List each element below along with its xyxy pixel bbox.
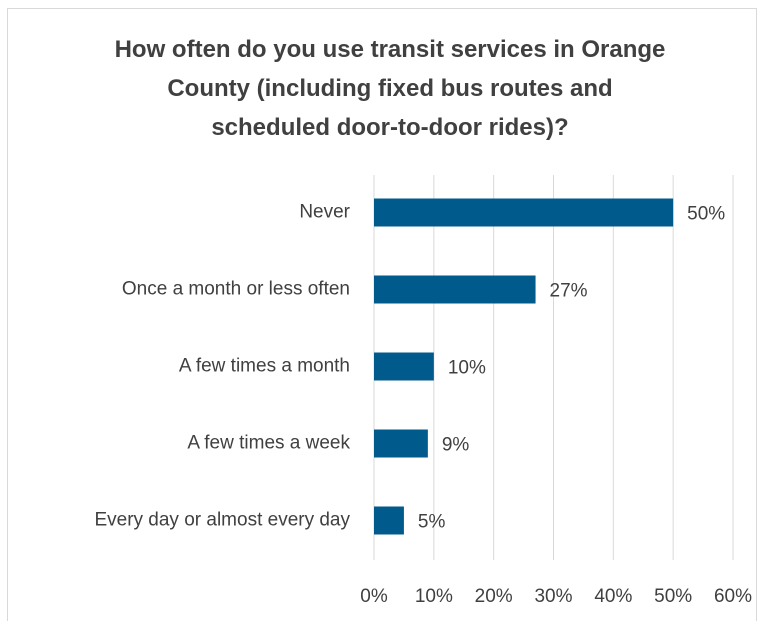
chart-border [7, 8, 757, 621]
bar [374, 506, 404, 535]
bar [374, 429, 428, 458]
chart-title: How often do you use transit services in… [114, 36, 666, 141]
x-tick-label: 0% [360, 586, 388, 607]
bar [374, 275, 536, 304]
bar [374, 352, 434, 381]
y-tick-label: A few times a week [187, 433, 350, 454]
value-label: 9% [442, 435, 470, 456]
x-tick-label: 10% [415, 586, 453, 607]
x-tick-label: 40% [594, 586, 632, 607]
value-label: 5% [418, 512, 446, 533]
bar [374, 198, 674, 227]
value-label: 50% [687, 204, 725, 225]
x-tick-label: 50% [654, 586, 692, 607]
y-tick-label: Once a month or less often [122, 279, 350, 300]
x-tick-label: 20% [475, 586, 513, 607]
x-tick-label: 30% [534, 586, 572, 607]
y-tick-label: Every day or almost every day [94, 510, 350, 531]
value-label: 10% [448, 358, 486, 379]
y-tick-label: A few times a month [179, 356, 350, 377]
value-label: 27% [550, 281, 588, 302]
y-tick-label: Never [299, 202, 350, 223]
x-tick-label: 60% [714, 586, 752, 607]
